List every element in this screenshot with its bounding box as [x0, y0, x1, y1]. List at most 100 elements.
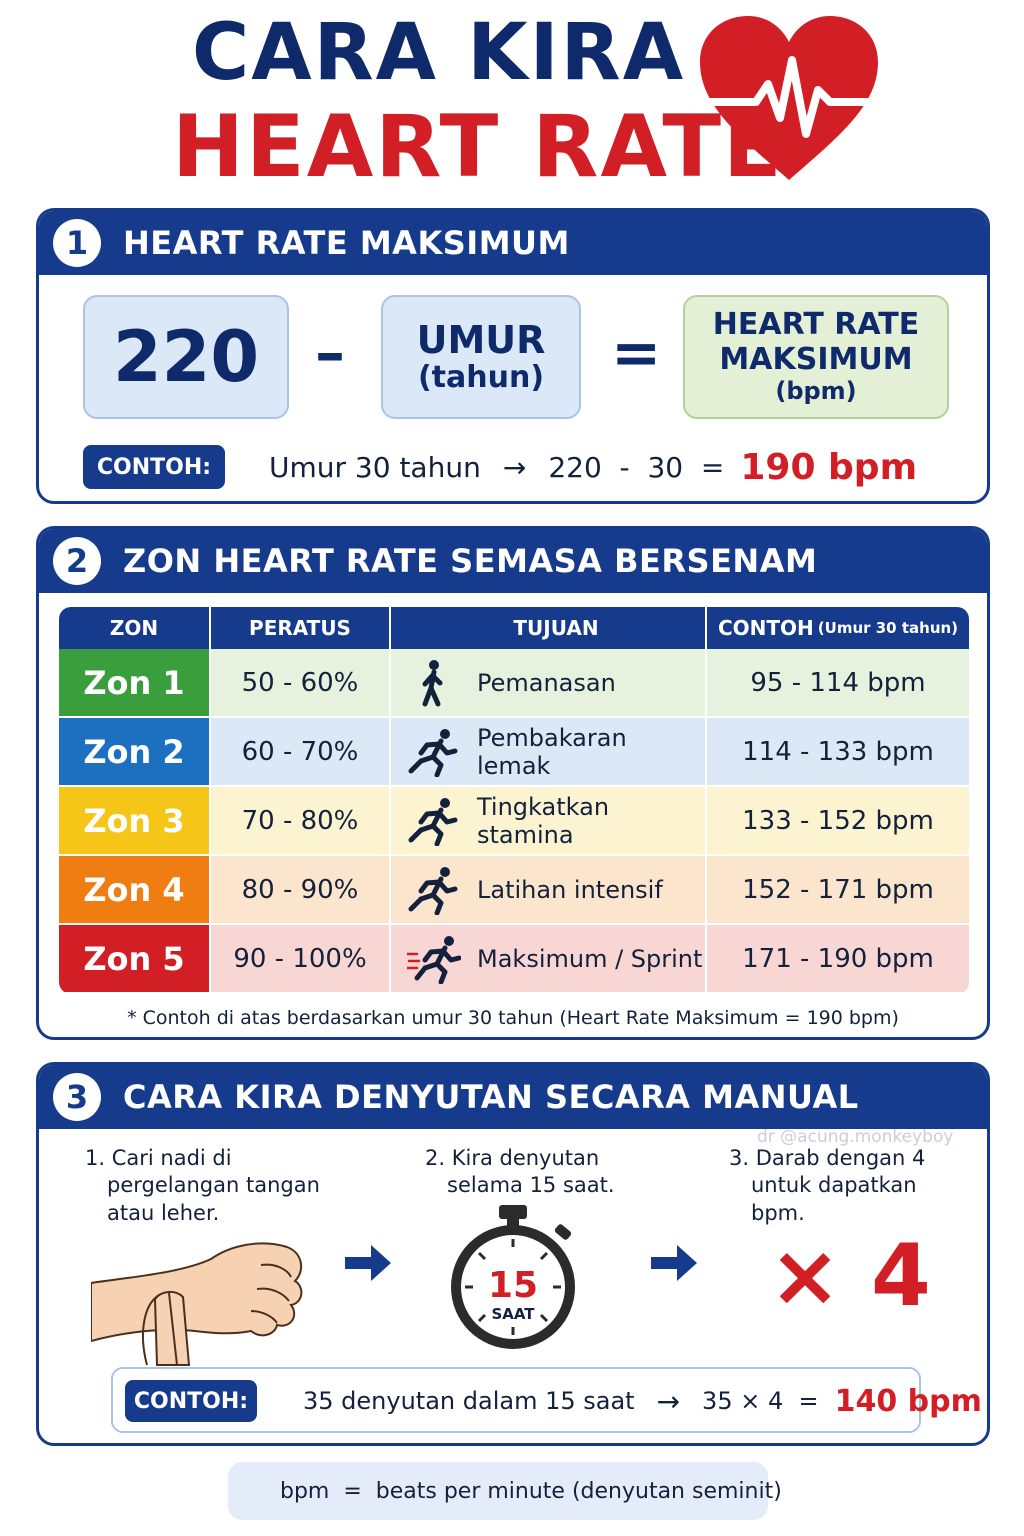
- zone-example-bpm: 114 - 133 bpm: [742, 736, 934, 767]
- zone-percent: 60 - 70%: [211, 718, 391, 785]
- table-row: Zon 3 70 - 80% Tingkatkan stamina 133 - 152…: [59, 787, 969, 856]
- example-text: 35 denyutan dalam 15 saat: [303, 1387, 635, 1415]
- arrow-right-icon: →: [502, 450, 527, 484]
- example-box: CONTOH: 35 denyutan dalam 15 saat → 35 ×…: [111, 1367, 982, 1433]
- example-result: 140 bpm: [834, 1383, 982, 1419]
- zones-table: ZON PERATUS TUJUAN CONTOH (Umur 30 tahun…: [59, 607, 969, 994]
- step-2-line1: 2. Kira denyutan: [425, 1146, 600, 1170]
- formula-result-line2: MAKSIMUM: [719, 341, 913, 377]
- step-1-line1: 1. Cari nadi di: [85, 1146, 232, 1170]
- formula-age-label: UMUR: [416, 317, 546, 362]
- step-1-line2: pergelangan tangan: [107, 1173, 320, 1198]
- section-max-heart-rate: 1 HEART RATE MAKSIMUM 220 – UMUR (tahun)…: [36, 208, 990, 504]
- example-result: 190 bpm: [740, 446, 918, 488]
- formula-age-unit: (tahun): [417, 360, 545, 396]
- running-icon: [408, 797, 458, 846]
- zone-example-bpm: 171 - 190 bpm: [742, 943, 934, 974]
- zone-label: Zon 1: [59, 649, 211, 716]
- formula-result-line1: HEART RATE: [712, 307, 920, 343]
- sprint-icon: [407, 935, 461, 984]
- zone-purpose-label: Maksimum / Sprint: [477, 944, 703, 973]
- multiply-by-four: × 4: [769, 1226, 931, 1326]
- zone-percent: 70 - 80%: [211, 787, 391, 854]
- section-number-badge: 1: [53, 219, 101, 267]
- step-3-line1: 3. Darab dengan 4: [729, 1146, 926, 1170]
- zone-label: Zon 5: [59, 925, 211, 992]
- running-icon: [408, 728, 458, 777]
- section-number-badge: 3: [53, 1073, 101, 1121]
- step-3-line3: bpm.: [751, 1200, 805, 1225]
- step-1-text: 1. Cari nadi di pergelangan tangan atau …: [85, 1145, 335, 1227]
- zones-footnote: * Contoh di atas berdasarkan umur 30 tah…: [127, 1007, 899, 1029]
- example-line: 35 denyutan dalam 15 saat → 35 × 4 = 140…: [303, 1380, 982, 1422]
- zone-purpose-label: Pemanasan: [477, 668, 616, 697]
- zone-purpose: Pemanasan: [391, 649, 707, 716]
- column-header-contoh-label: CONTOH: [717, 616, 814, 640]
- section-heart-rate-zones: 2 ZON HEART RATE SEMASA BERSENAM ZON PER…: [36, 526, 990, 1040]
- arrow-right-icon: [345, 1245, 391, 1281]
- step-3-text: 3. Darab dengan 4 untuk dapatkan bpm.: [729, 1145, 949, 1227]
- example-text: Umur 30 tahun: [269, 450, 481, 484]
- section-2-title: ZON HEART RATE SEMASA BERSENAM: [123, 542, 818, 580]
- formula-constant-box: 220: [83, 295, 289, 419]
- example-calc: 35 × 4 =: [702, 1387, 819, 1415]
- stopwatch-icon: 15 SAAT: [451, 1205, 575, 1349]
- column-header-tujuan: TUJUAN: [391, 607, 707, 649]
- title-line-1: CARA KIRA: [192, 8, 686, 98]
- step-2-line2: selama 15 saat.: [447, 1173, 615, 1198]
- formula-age-box: UMUR (tahun): [381, 295, 581, 419]
- section-manual-pulse: 3 CARA KIRA DENYUTAN SECARA MANUAL dr @a…: [36, 1062, 990, 1446]
- example-line: Umur 30 tahun → 220 - 30 = 190 bpm: [269, 445, 917, 489]
- zone-purpose: Tingkatkan stamina: [391, 787, 707, 854]
- arrow-right-icon: →: [656, 1384, 681, 1418]
- zone-label: Zon 3: [59, 787, 211, 854]
- section-number-badge: 2: [53, 537, 101, 585]
- zone-label: Zon 2: [59, 718, 211, 785]
- step-1-line3: atau leher.: [107, 1200, 220, 1225]
- column-header-zon: ZON: [59, 607, 211, 649]
- title-line-2: HEART RATE: [172, 97, 784, 197]
- watermark: dr @acung.monkeyboy: [757, 1127, 954, 1147]
- section-3-title: CARA KIRA DENYUTAN SECARA MANUAL: [123, 1078, 859, 1116]
- example-badge: CONTOH:: [125, 1380, 257, 1422]
- minus-sign: –: [315, 318, 345, 388]
- stopwatch-unit: SAAT: [491, 1305, 535, 1323]
- section-2-header: 2 ZON HEART RATE SEMASA BERSENAM: [39, 529, 987, 593]
- table-row: Zon 1 50 - 60% Pemanasan 95 - 114 bpm: [59, 649, 969, 718]
- heart-pulse-icon: [700, 16, 882, 180]
- formula-result-box: HEART RATE MAKSIMUM (bpm): [683, 295, 949, 419]
- zone-percent: 90 - 100%: [211, 925, 391, 992]
- table-header-row: ZON PERATUS TUJUAN CONTOH (Umur 30 tahun…: [59, 607, 969, 649]
- section-1-header: 1 HEART RATE MAKSIMUM: [39, 211, 987, 275]
- table-row: Zon 2 60 - 70% Pembakaran lemak 114 - 133 b…: [59, 718, 969, 787]
- step-2-text: 2. Kira denyutan selama 15 saat.: [425, 1145, 645, 1200]
- example-calc: 220 - 30 =: [548, 450, 725, 484]
- column-header-contoh: CONTOH (Umur 30 tahun): [707, 607, 969, 649]
- zone-purpose: Maksimum / Sprint: [391, 925, 707, 992]
- walking-icon: [422, 659, 443, 706]
- zone-purpose-label: Tingkatkan stamina: [477, 792, 610, 849]
- zone-purpose-label: Pembakaran lemak: [477, 723, 627, 780]
- zone-purpose-label: Latihan intensif: [477, 875, 663, 904]
- zone-label: Zon 4: [59, 856, 211, 923]
- bpm-definition-text: bpm = beats per minute (denyutan seminit…: [280, 1478, 782, 1504]
- zone-example-bpm: 95 - 114 bpm: [750, 667, 926, 698]
- column-header-contoh-note: (Umur 30 tahun): [817, 619, 959, 637]
- column-header-peratus: PERATUS: [211, 607, 391, 649]
- formula-constant: 220: [112, 316, 260, 398]
- section-1-title: HEART RATE MAKSIMUM: [123, 224, 570, 262]
- bpm-definition: bpm = beats per minute (denyutan seminit…: [228, 1462, 782, 1520]
- example-badge: CONTOH:: [83, 445, 225, 489]
- zone-percent: 80 - 90%: [211, 856, 391, 923]
- arrow-right-icon: [651, 1245, 697, 1281]
- section-3-header: 3 CARA KIRA DENYUTAN SECARA MANUAL: [39, 1065, 987, 1129]
- table-row: Zon 4 80 - 90% Latihan intensif 152 - 171 b…: [59, 856, 969, 925]
- stopwatch-number: 15: [488, 1265, 538, 1306]
- wrist-pulse-icon: [91, 1242, 303, 1366]
- formula-result-unit: (bpm): [775, 377, 857, 406]
- step-3-line2: untuk dapatkan: [751, 1173, 917, 1198]
- running-icon: [408, 866, 458, 915]
- zone-example-bpm: 133 - 152 bpm: [742, 805, 934, 836]
- zone-purpose: Pembakaran lemak: [391, 718, 707, 785]
